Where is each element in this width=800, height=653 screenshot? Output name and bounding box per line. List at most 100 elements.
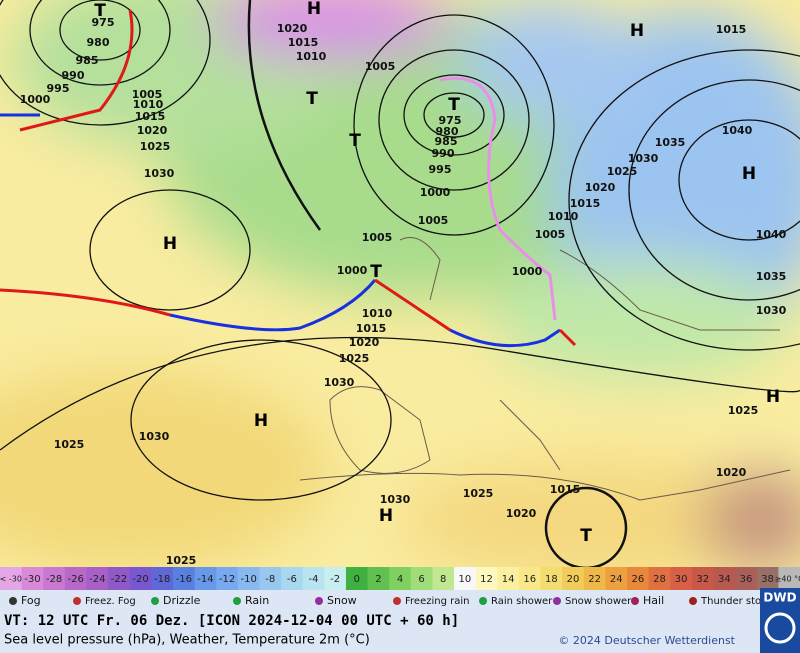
- scale-cell: [432, 567, 455, 590]
- isobar-label: 990: [432, 147, 455, 160]
- scale-label: 34: [718, 574, 731, 585]
- isobar-label: 1005: [365, 60, 396, 73]
- scale-label: 4: [397, 574, 403, 585]
- isobar-label: 1030: [324, 376, 355, 389]
- isobar-label: 1000: [20, 93, 51, 106]
- scale-label: ≥40 °C: [775, 575, 800, 584]
- scale-cell: [648, 567, 671, 590]
- isobar-label: 1035: [756, 270, 787, 283]
- scale-label: -4: [309, 574, 319, 585]
- scale-label: -22: [111, 574, 127, 585]
- scale-cell: [64, 567, 87, 590]
- scale-label: 2: [375, 574, 381, 585]
- legend-label: Freez. Fog: [85, 596, 136, 607]
- isobar-label: 990: [62, 69, 85, 82]
- scale-label: 10: [458, 574, 471, 585]
- scale-cell: [367, 567, 390, 590]
- isobar-label: 1000: [512, 265, 543, 278]
- scale-cell: [324, 567, 347, 590]
- legend-label: Snow shower: [565, 596, 632, 607]
- legend-label: Thunder storm: [700, 596, 775, 607]
- legend-icon: [479, 597, 487, 605]
- scale-cell: [410, 567, 433, 590]
- scale-label: 24: [610, 574, 623, 585]
- pressure-center: T: [370, 262, 382, 282]
- isobar-label: 1015: [550, 483, 581, 496]
- description: Sea level pressure (hPa), Weather, Tempe…: [4, 633, 370, 648]
- scale-label: 20: [567, 574, 580, 585]
- legend-label: Freezing rain: [405, 596, 469, 607]
- scale-label: -14: [197, 574, 213, 585]
- isobar-label: 1020: [585, 181, 616, 194]
- pressure-center: T: [94, 1, 106, 21]
- isobar-label: 1020: [349, 336, 380, 349]
- legend-label: Rain shower: [491, 596, 553, 607]
- scale-cell: [691, 567, 715, 590]
- fronts: [0, 9, 577, 348]
- scale-cell: [172, 567, 196, 590]
- isobar-label: 1000: [420, 186, 451, 199]
- isobar-label: 975: [439, 114, 462, 127]
- scale-cell: [281, 567, 304, 590]
- legend-label: Hail: [643, 594, 664, 607]
- scale-label: 0: [354, 574, 360, 585]
- legend-icon: [553, 597, 561, 605]
- isobar-label: 995: [47, 82, 70, 95]
- legend-icon: [631, 597, 639, 605]
- scale-label: < -30: [0, 575, 22, 584]
- isobar-label: 1025: [728, 404, 759, 417]
- scale-cell: [756, 567, 779, 590]
- scale-cell: [108, 567, 131, 590]
- pressure-center: T: [306, 89, 318, 109]
- scale-label: 26: [631, 574, 644, 585]
- scale-cell: [216, 567, 239, 590]
- isobar-label: 1030: [144, 167, 175, 180]
- copyright: © 2024 Deutscher Wetterdienst: [558, 634, 735, 647]
- isobar-label: 980: [87, 36, 110, 49]
- scale-cell: [454, 567, 477, 590]
- scale-cell: [194, 567, 217, 590]
- legend-icon: [393, 597, 401, 605]
- isobar-label: 1040: [756, 228, 787, 241]
- isobar-label: 1025: [166, 554, 197, 567]
- legend-icon: [315, 597, 323, 605]
- legend-icon: [233, 597, 241, 605]
- temperature-scale: < -30 -30 -28 -26 -24 -22 -20 -18 -16 -14 -12 -10 -8…: [0, 567, 800, 590]
- pressure-center: H: [254, 411, 268, 431]
- footer: VT: 12 UTC Fr. 06 Dez. [ICON 2024-12-04 …: [0, 588, 800, 653]
- scale-label: -26: [68, 574, 84, 585]
- isobar-label: 985: [76, 54, 99, 67]
- scale-cell: [735, 567, 758, 590]
- scale-label: 14: [502, 574, 515, 585]
- isobar-label: 980: [436, 125, 459, 138]
- isobar-label: 1020: [277, 22, 308, 35]
- scale-cell: [583, 567, 606, 590]
- scale-cell: [302, 567, 325, 590]
- pressure-center: H: [630, 21, 644, 41]
- scale-label: -28: [46, 574, 62, 585]
- legend-label: Snow: [327, 594, 357, 607]
- isobar-label: 1010: [362, 307, 393, 320]
- pressure-center: T: [580, 526, 592, 546]
- isobar-label: 1010: [133, 98, 164, 111]
- isobar-label: 985: [435, 135, 458, 148]
- scale-cell: [475, 567, 498, 590]
- scale-label: 36: [740, 574, 753, 585]
- pressure-center: T: [448, 95, 460, 115]
- scale-label: 28: [653, 574, 666, 585]
- scale-cell: [129, 567, 152, 590]
- legend-icon: [9, 597, 17, 605]
- pressure-center: H: [742, 164, 756, 184]
- isobar-label: 1010: [296, 50, 327, 63]
- isobar-label: 1000: [337, 264, 368, 277]
- legend-label: Drizzle: [163, 594, 201, 607]
- pressure-center: H: [163, 234, 177, 254]
- scale-label: 30: [675, 574, 688, 585]
- scale-cell: [43, 567, 66, 590]
- isobar-label: 1005: [132, 88, 163, 101]
- scale-label: -18: [154, 574, 170, 585]
- scale-label: -10: [240, 574, 256, 585]
- scale-label: 16: [523, 574, 536, 585]
